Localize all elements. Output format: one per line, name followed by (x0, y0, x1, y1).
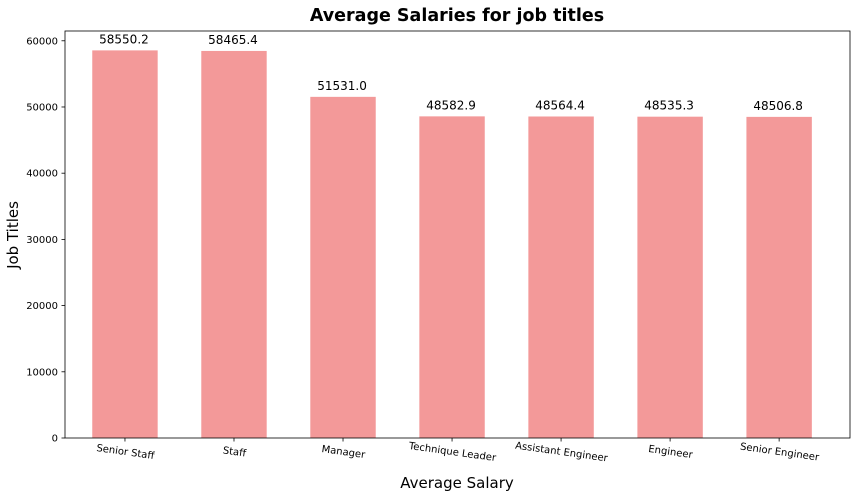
x-tick-label: Technique Leader (407, 441, 497, 464)
x-axis: Senior Staff Staff Manager Technique Leader… (96, 438, 821, 465)
bar-staff (201, 50, 267, 438)
chart-title: Average Salaries for job titles (310, 6, 604, 26)
y-axis-label: Job Titles (4, 201, 22, 270)
x-tick-label: Manager (321, 444, 367, 461)
x-tick-label: Staff (222, 445, 248, 459)
bar-technique-leader (419, 116, 485, 438)
y-tick-label: 30000 (26, 235, 58, 246)
y-tick-label: 0 (52, 434, 58, 445)
x-tick-label: Engineer (648, 444, 695, 461)
value-label: 58465.4 (208, 33, 258, 47)
value-label: 51531.0 (317, 79, 367, 93)
value-label: 48582.9 (426, 98, 476, 112)
value-labels-group: 58550.2 58465.4 51531.0 48582.9 48564.4 48535… (99, 32, 803, 112)
value-label: 48506.8 (753, 99, 803, 113)
value-label: 58550.2 (99, 32, 149, 46)
value-label: 48535.3 (644, 99, 694, 113)
x-tick-label: Assistant Engineer (514, 441, 609, 465)
y-tick-label: 10000 (26, 367, 58, 378)
bars-group (92, 50, 812, 438)
value-label: 48564.4 (535, 98, 585, 112)
y-tick-label: 60000 (26, 36, 58, 47)
x-axis-label: Average Salary (400, 474, 514, 492)
bar-senior-engineer (746, 116, 812, 438)
y-axis: 0 10000 20000 30000 40000 50000 60000 (26, 36, 65, 445)
x-tick-label: Senior Engineer (739, 442, 820, 464)
x-tick-label: Senior Staff (96, 443, 156, 462)
y-tick-label: 50000 (26, 102, 58, 113)
bar-engineer (637, 116, 703, 438)
bar-senior-staff (92, 50, 158, 438)
bar-manager (310, 96, 376, 438)
plot-frame (64, 30, 851, 439)
y-tick-label: 20000 (26, 301, 58, 312)
y-tick-label: 40000 (26, 169, 58, 180)
bar-assistant-engineer (528, 116, 594, 438)
